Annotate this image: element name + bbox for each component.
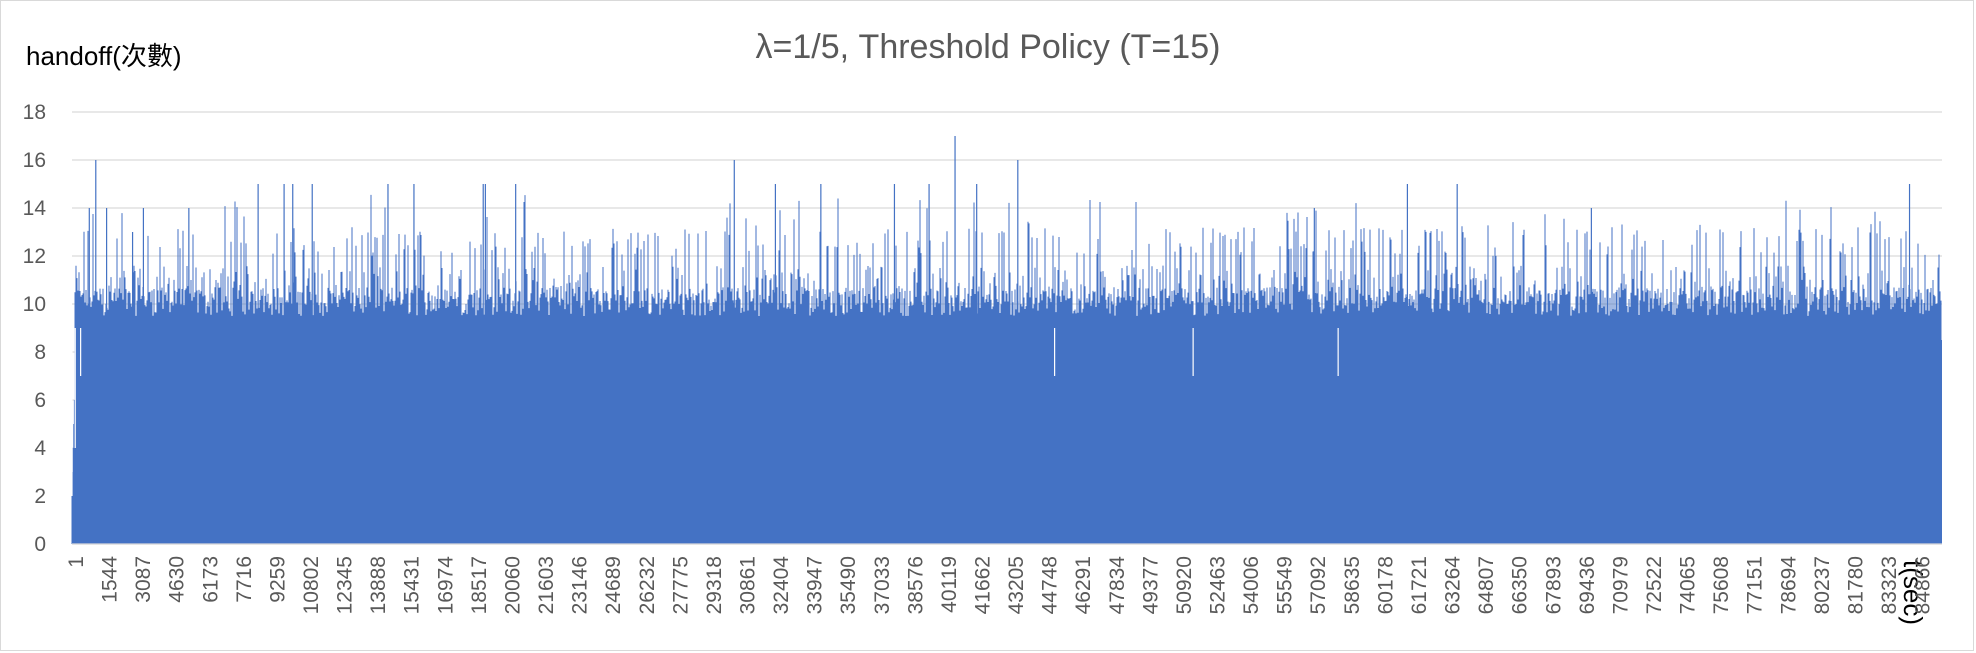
y-tick-label: 8	[34, 341, 46, 364]
x-tick-label: 46291	[1072, 556, 1095, 614]
x-tick-label: 27775	[669, 556, 692, 614]
x-tick-label: 57092	[1307, 556, 1330, 614]
x-tick-label: 15431	[401, 556, 424, 614]
y-tick-label: 0	[34, 533, 46, 556]
y-tick-label: 4	[34, 437, 46, 460]
x-tick-label: 20060	[501, 556, 524, 614]
y-tick-label: 2	[34, 485, 46, 508]
x-tick-label: 49377	[1139, 556, 1162, 614]
x-tick-label: 38576	[904, 556, 927, 614]
x-tick-label: 70979	[1609, 556, 1632, 614]
x-tick-label: 35490	[837, 556, 860, 614]
x-tick-label: 3087	[132, 556, 155, 603]
x-tick-label: 1	[65, 556, 88, 568]
x-tick-label: 23146	[569, 556, 592, 614]
x-tick-label: 24689	[602, 556, 625, 614]
x-tick-label: 55549	[1274, 556, 1297, 614]
x-tick-label: 52463	[1207, 556, 1230, 614]
y-tick-label: 6	[34, 389, 46, 412]
y-tick-label: 12	[23, 245, 46, 268]
x-tick-label: 41662	[971, 556, 994, 614]
x-tick-label: 21603	[535, 556, 558, 614]
x-tick-label: 40119	[938, 556, 961, 613]
x-tick-label: 13888	[367, 556, 390, 614]
x-tick-label: 63264	[1442, 556, 1465, 615]
x-tick-label: 12345	[334, 556, 357, 614]
x-tick-label: 72522	[1643, 556, 1666, 614]
x-tick-label: 9259	[266, 556, 289, 603]
x-tick-label: 32404	[770, 556, 793, 615]
x-tick-label: 74065	[1677, 556, 1700, 614]
y-tick-label: 18	[23, 101, 46, 124]
chart-title: λ=1/5, Threshold Policy (T=15)	[755, 28, 1221, 66]
y-axis-label: handoff(次數)	[26, 41, 182, 71]
x-tick-label: 26232	[636, 556, 659, 614]
y-tick-label: 10	[23, 293, 46, 316]
x-tick-label: 29318	[703, 556, 726, 614]
x-tick-label: 6173	[199, 556, 222, 603]
x-tick-label: 80237	[1811, 556, 1834, 614]
x-tick-label: 81780	[1844, 556, 1867, 614]
x-tick-label: 50920	[1173, 556, 1196, 614]
x-tick-label: 77151	[1744, 556, 1767, 614]
y-tick-label: 16	[23, 149, 46, 172]
x-tick-label: 4630	[166, 556, 189, 603]
y-tick-label: 14	[23, 197, 47, 220]
x-tick-label: 30861	[736, 556, 759, 614]
x-tick-label: 44748	[1039, 556, 1062, 614]
x-tick-label: 66350	[1509, 556, 1532, 614]
x-tick-label: 43205	[1005, 556, 1028, 614]
x-tick-label: 61721	[1408, 556, 1431, 614]
x-tick-label: 16974	[434, 556, 457, 615]
x-tick-label: 60178	[1374, 556, 1397, 614]
x-tick-label: 37033	[871, 556, 894, 614]
x-tick-label: 84866	[1912, 556, 1935, 614]
x-tick-label: 78694	[1777, 556, 1800, 615]
x-tick-label: 1544	[99, 556, 122, 603]
x-tick-label: 54006	[1240, 556, 1263, 614]
x-tick-label: 33947	[804, 556, 827, 614]
x-tick-label: 83323	[1878, 556, 1901, 614]
x-tick-label: 47834	[1106, 556, 1129, 615]
x-tick-label: 10802	[300, 556, 323, 614]
x-tick-label: 75608	[1710, 556, 1733, 614]
x-tick-label: 69436	[1576, 556, 1599, 614]
x-tick-label: 58635	[1341, 556, 1364, 614]
x-tick-label: 64807	[1475, 556, 1498, 614]
x-tick-label: 18517	[468, 556, 491, 614]
x-tick-label: 7716	[233, 556, 256, 603]
x-tick-label: 67893	[1542, 556, 1565, 614]
